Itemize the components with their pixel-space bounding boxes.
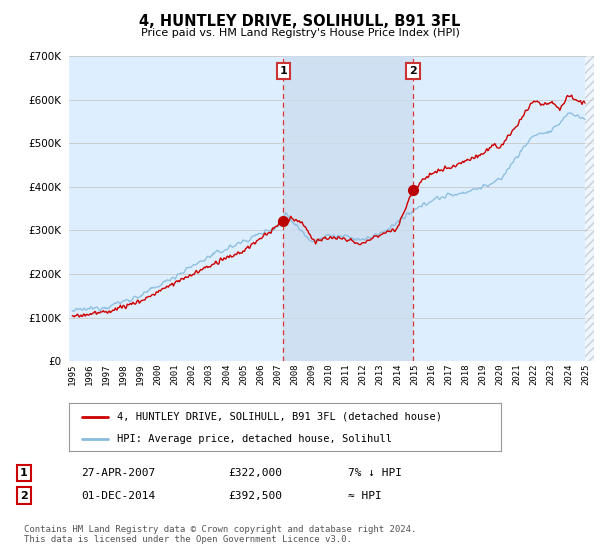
Text: 1: 1 (20, 468, 28, 478)
Text: £392,500: £392,500 (228, 491, 282, 501)
Bar (586, 56, 600, 361)
Text: 7% ↓ HPI: 7% ↓ HPI (348, 468, 402, 478)
Text: 2008: 2008 (290, 363, 299, 385)
Text: 2003: 2003 (205, 363, 214, 385)
Text: £322,000: £322,000 (228, 468, 282, 478)
Text: 1997: 1997 (102, 363, 111, 385)
Text: 2022: 2022 (530, 363, 539, 385)
Text: 27-APR-2007: 27-APR-2007 (81, 468, 155, 478)
Text: Contains HM Land Registry data © Crown copyright and database right 2024.
This d: Contains HM Land Registry data © Crown c… (24, 525, 416, 544)
Text: 2007: 2007 (273, 363, 282, 385)
Text: 2019: 2019 (478, 363, 487, 385)
Text: 2013: 2013 (376, 363, 385, 385)
Text: 2001: 2001 (170, 363, 179, 385)
Bar (283, 56, 413, 361)
Text: 2011: 2011 (341, 363, 350, 385)
Text: 2016: 2016 (427, 363, 436, 385)
Text: 2018: 2018 (461, 363, 470, 385)
Text: ≈ HPI: ≈ HPI (348, 491, 382, 501)
Text: 4, HUNTLEY DRIVE, SOLIHULL, B91 3FL (detached house): 4, HUNTLEY DRIVE, SOLIHULL, B91 3FL (det… (116, 412, 442, 422)
Text: 01-DEC-2014: 01-DEC-2014 (81, 491, 155, 501)
Text: HPI: Average price, detached house, Solihull: HPI: Average price, detached house, Soli… (116, 434, 392, 444)
Text: Price paid vs. HM Land Registry's House Price Index (HPI): Price paid vs. HM Land Registry's House … (140, 28, 460, 38)
Text: 2021: 2021 (512, 363, 521, 385)
Text: 2025: 2025 (581, 363, 590, 385)
Text: 2: 2 (409, 66, 417, 76)
Text: 1999: 1999 (136, 363, 145, 385)
Text: 2014: 2014 (393, 363, 402, 385)
Text: 2024: 2024 (564, 363, 573, 385)
Text: 1: 1 (280, 66, 287, 76)
Text: 2002: 2002 (188, 363, 197, 385)
Text: 1998: 1998 (119, 363, 128, 385)
Text: 1996: 1996 (85, 363, 94, 385)
Text: 2: 2 (20, 491, 28, 501)
Text: 1995: 1995 (68, 363, 77, 385)
Text: 2015: 2015 (410, 363, 419, 385)
Text: 2010: 2010 (325, 363, 334, 385)
Text: 2012: 2012 (359, 363, 368, 385)
Text: 2006: 2006 (256, 363, 265, 385)
Text: 2005: 2005 (239, 363, 248, 385)
Text: 2017: 2017 (444, 363, 453, 385)
Text: 2009: 2009 (307, 363, 316, 385)
Text: 2020: 2020 (496, 363, 505, 385)
Text: 2023: 2023 (547, 363, 556, 385)
Text: 2004: 2004 (222, 363, 231, 385)
Text: 2000: 2000 (154, 363, 163, 385)
Text: 4, HUNTLEY DRIVE, SOLIHULL, B91 3FL: 4, HUNTLEY DRIVE, SOLIHULL, B91 3FL (139, 14, 461, 29)
